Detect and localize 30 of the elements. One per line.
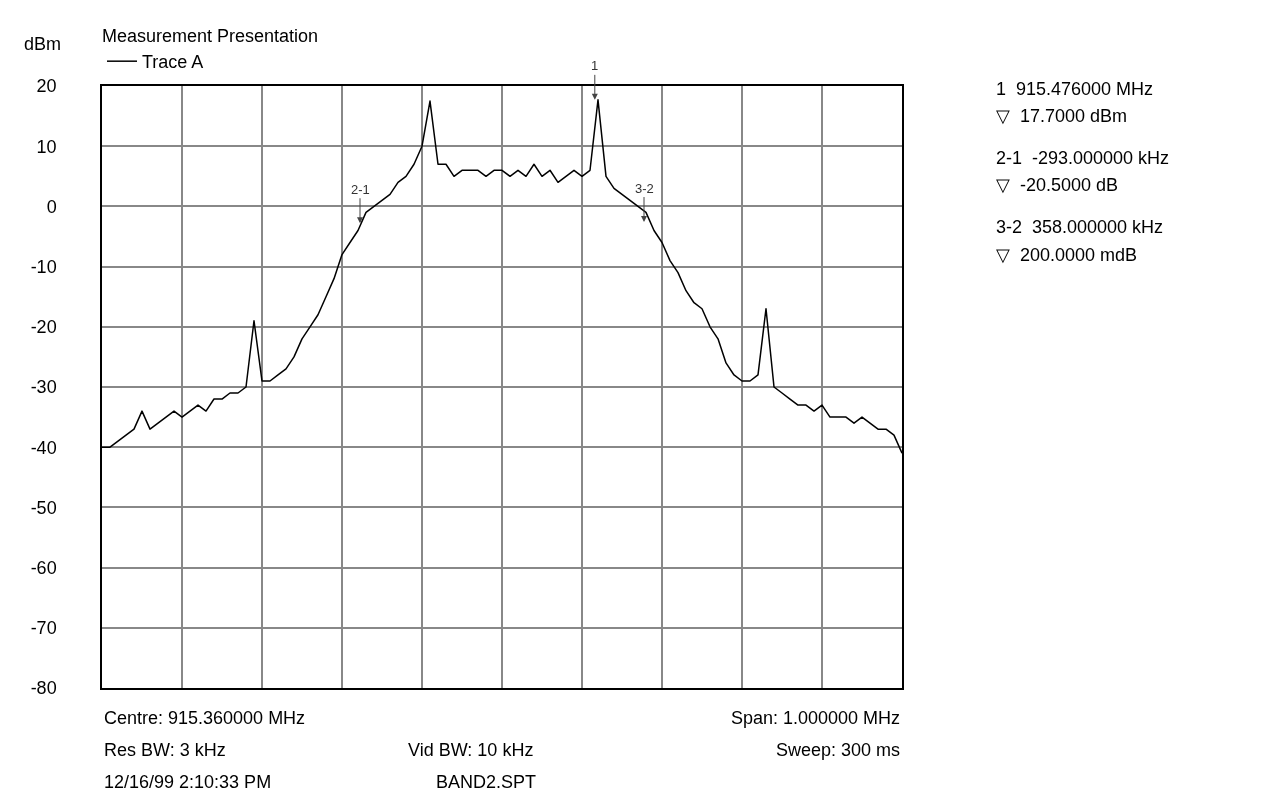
text: ▽ 17.7000 dBm (996, 106, 1128, 126)
y-tick-label: 20 (36, 76, 57, 97)
annotation: 3-2 (635, 181, 654, 196)
text: Vid BW: 10 kHz (408, 740, 534, 760)
y-tick-label: -60 (30, 557, 57, 578)
text: ▽ -20.5000 dB (996, 175, 1119, 195)
y-tick-label: -70 (30, 618, 57, 639)
chart-title: Measurement Presentation (102, 26, 319, 47)
text: 1 915.476000 MHz (996, 79, 1154, 99)
text: Centre: 915.360000 MHz (104, 708, 306, 728)
y-tick-label: -40 (30, 437, 57, 458)
text: 3-2 358.000000 kHz (996, 217, 1164, 237)
text: Res BW: 3 kHz (104, 740, 226, 760)
text: BAND2.SPT (436, 772, 537, 792)
y-tick-label: 10 (36, 136, 57, 157)
y-tick-label: -30 (30, 377, 57, 398)
text: 12/16/99 2:10:33 PM (104, 772, 272, 792)
y-tick-label: -10 (30, 256, 57, 277)
annotation: 2-1 (351, 182, 370, 197)
text: 2-1 -293.000000 kHz (996, 148, 1170, 168)
y-tick-label: 0 (46, 196, 57, 217)
text: ▽ 200.0000 mdB (996, 245, 1138, 265)
y-tick-label: -80 (30, 678, 57, 699)
text: 1 (591, 58, 599, 73)
y-tick-label: -20 (30, 317, 57, 338)
y-tick-label: -50 (30, 497, 57, 518)
legend-label: Trace A (142, 52, 204, 73)
text: Sweep: 300 ms (776, 740, 901, 760)
text: Span: 1.000000 MHz (731, 708, 901, 728)
y-axis-title: dBm (24, 34, 62, 54)
